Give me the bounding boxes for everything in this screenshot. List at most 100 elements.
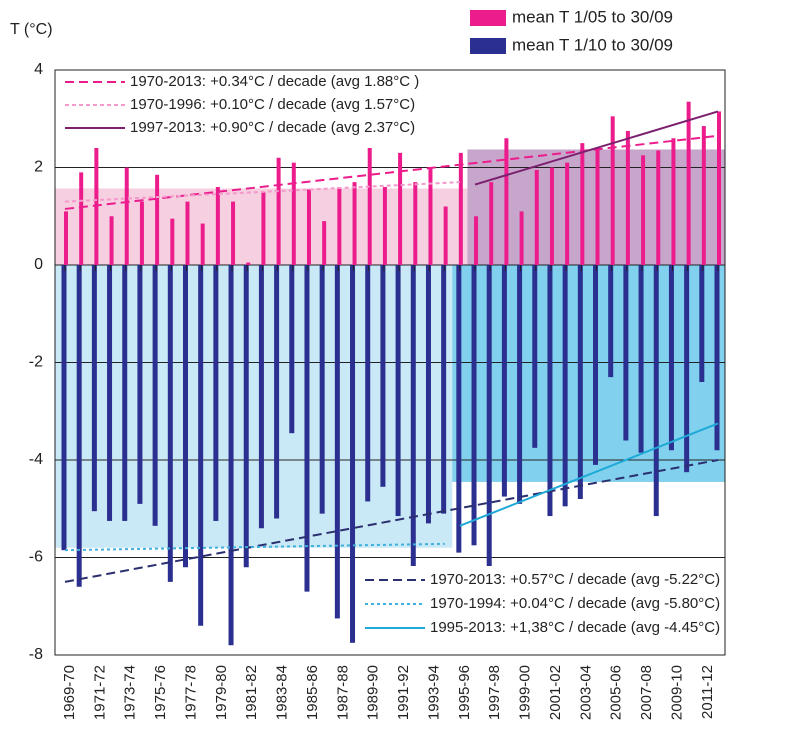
bar xyxy=(577,265,583,499)
trend-line xyxy=(64,459,719,583)
bar xyxy=(656,150,661,265)
y-tick-label: 0 xyxy=(34,256,43,273)
x-tick-label: 1971-72 xyxy=(91,665,108,720)
bar xyxy=(231,201,236,265)
bar xyxy=(291,162,296,265)
x-tick-label: 1977-78 xyxy=(182,665,199,720)
bar xyxy=(625,130,630,265)
legend-swatch xyxy=(470,38,506,54)
bar xyxy=(350,265,356,643)
y-tick-label: 4 xyxy=(34,61,43,78)
bar xyxy=(501,265,507,497)
bar xyxy=(122,265,128,521)
bar xyxy=(185,201,190,265)
bar xyxy=(124,167,129,265)
x-tick-label: 1997-98 xyxy=(486,665,503,720)
bar xyxy=(395,265,401,517)
bar xyxy=(410,265,416,575)
trend-line xyxy=(459,422,719,527)
x-tick-label: 2005-06 xyxy=(608,665,625,720)
x-tick-label: 1973-74 xyxy=(122,665,139,720)
bar xyxy=(261,191,266,265)
x-tick-label: 1975-76 xyxy=(152,665,169,720)
bar xyxy=(671,138,676,265)
average-band xyxy=(452,265,725,482)
bar xyxy=(367,148,372,265)
bar xyxy=(504,138,509,265)
trend-line xyxy=(64,134,719,210)
x-tick-label: 2007-08 xyxy=(638,665,655,720)
x-tick-label: 2001-02 xyxy=(547,665,564,720)
legend-label: 1970-1994: +0.04°C / decade (avg -5.80°C… xyxy=(430,595,720,612)
bar xyxy=(641,155,646,265)
bar xyxy=(413,182,418,265)
x-tick-label: 1979-80 xyxy=(213,665,230,720)
bar xyxy=(595,148,600,265)
trend-line xyxy=(64,181,460,203)
bar xyxy=(139,201,144,265)
bar xyxy=(580,143,585,265)
plot-frame xyxy=(54,69,726,656)
bar xyxy=(79,172,84,265)
legend-label: 1970-1996: +0.10°C / decade (avg 1.57°C) xyxy=(130,96,415,113)
y-tick-label: -4 xyxy=(29,451,43,468)
legend-label: mean T 1/10 to 30/09 xyxy=(512,35,673,54)
y-tick-label: 2 xyxy=(34,159,43,176)
bar xyxy=(200,223,205,265)
bar xyxy=(425,265,431,524)
bar xyxy=(668,265,674,451)
bar xyxy=(274,265,280,519)
bar xyxy=(304,265,310,592)
y-tick-label: -2 xyxy=(29,354,43,371)
bar xyxy=(519,211,524,265)
legend-label: 1970-2013: +0.34°C / decade (avg 1.88°C … xyxy=(130,73,419,90)
x-tick-label: 1991-92 xyxy=(395,665,412,720)
bar xyxy=(289,265,295,434)
bar xyxy=(456,265,462,553)
bar xyxy=(228,265,234,646)
x-tick-label: 2003-04 xyxy=(577,665,594,720)
bar xyxy=(167,265,173,582)
bar xyxy=(532,265,538,448)
x-tick-label: 1969-70 xyxy=(61,665,78,720)
bar xyxy=(565,162,570,265)
bar xyxy=(215,187,220,265)
bar xyxy=(352,182,357,265)
bar xyxy=(638,265,644,453)
bar xyxy=(684,265,690,473)
legend-label: mean T 1/05 to 30/09 xyxy=(512,7,673,26)
bar xyxy=(258,265,264,529)
bar xyxy=(94,148,99,265)
bar xyxy=(246,262,251,265)
bar xyxy=(471,265,477,546)
bar xyxy=(182,265,188,568)
bar xyxy=(170,218,175,265)
y-axis-label: T (°C) xyxy=(10,21,53,38)
bar xyxy=(319,265,325,514)
x-tick-label: 1995-96 xyxy=(456,665,473,720)
bar xyxy=(489,182,494,265)
legend-label: 1995-2013: +1,38°C / decade (avg -4.45°C… xyxy=(430,619,720,636)
bar xyxy=(474,216,479,265)
bar xyxy=(365,265,371,502)
x-tick-label: 1985-86 xyxy=(304,665,321,720)
bar xyxy=(276,157,281,265)
x-tick-label: 1989-90 xyxy=(365,665,382,720)
bar xyxy=(517,265,523,504)
bar xyxy=(398,152,403,265)
bar xyxy=(334,265,340,619)
bar xyxy=(562,265,568,507)
bar xyxy=(549,167,554,265)
bar xyxy=(243,265,249,568)
legend-label: 1997-2013: +0.90°C / decade (avg 2.37°C) xyxy=(130,119,415,136)
bar xyxy=(699,265,705,382)
bar xyxy=(213,265,219,521)
bar xyxy=(701,126,706,265)
legend-swatch xyxy=(470,10,506,26)
bar xyxy=(653,265,659,517)
legend-label: 1970-2013: +0.57°C / decade (avg -5.22°C… xyxy=(430,571,720,588)
x-tick-label: 1999-00 xyxy=(517,665,534,720)
bar xyxy=(608,265,614,378)
bar xyxy=(686,101,691,265)
